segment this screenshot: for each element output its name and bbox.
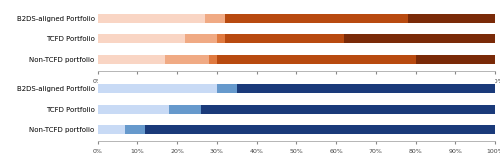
Bar [209,55,217,64]
Bar [217,84,236,93]
Bar [165,55,209,64]
Bar [98,105,169,114]
Bar [344,34,495,43]
Bar [224,14,408,23]
Bar [145,125,495,134]
Bar [236,84,495,93]
Bar [217,55,416,64]
Bar [98,55,165,64]
Bar [98,84,217,93]
Legend: Renewables, Hydro, Nuclear, Gas, Coal: Renewables, Hydro, Nuclear, Gas, Coal [204,98,388,104]
Bar [416,55,495,64]
Bar [98,14,205,23]
Bar [224,34,344,43]
Bar [169,105,201,114]
Bar [201,105,495,114]
Bar [205,14,225,23]
Bar [217,34,224,43]
Bar [185,34,217,43]
Bar [408,14,495,23]
Bar [126,125,145,134]
Bar [98,125,126,134]
Bar [98,34,185,43]
